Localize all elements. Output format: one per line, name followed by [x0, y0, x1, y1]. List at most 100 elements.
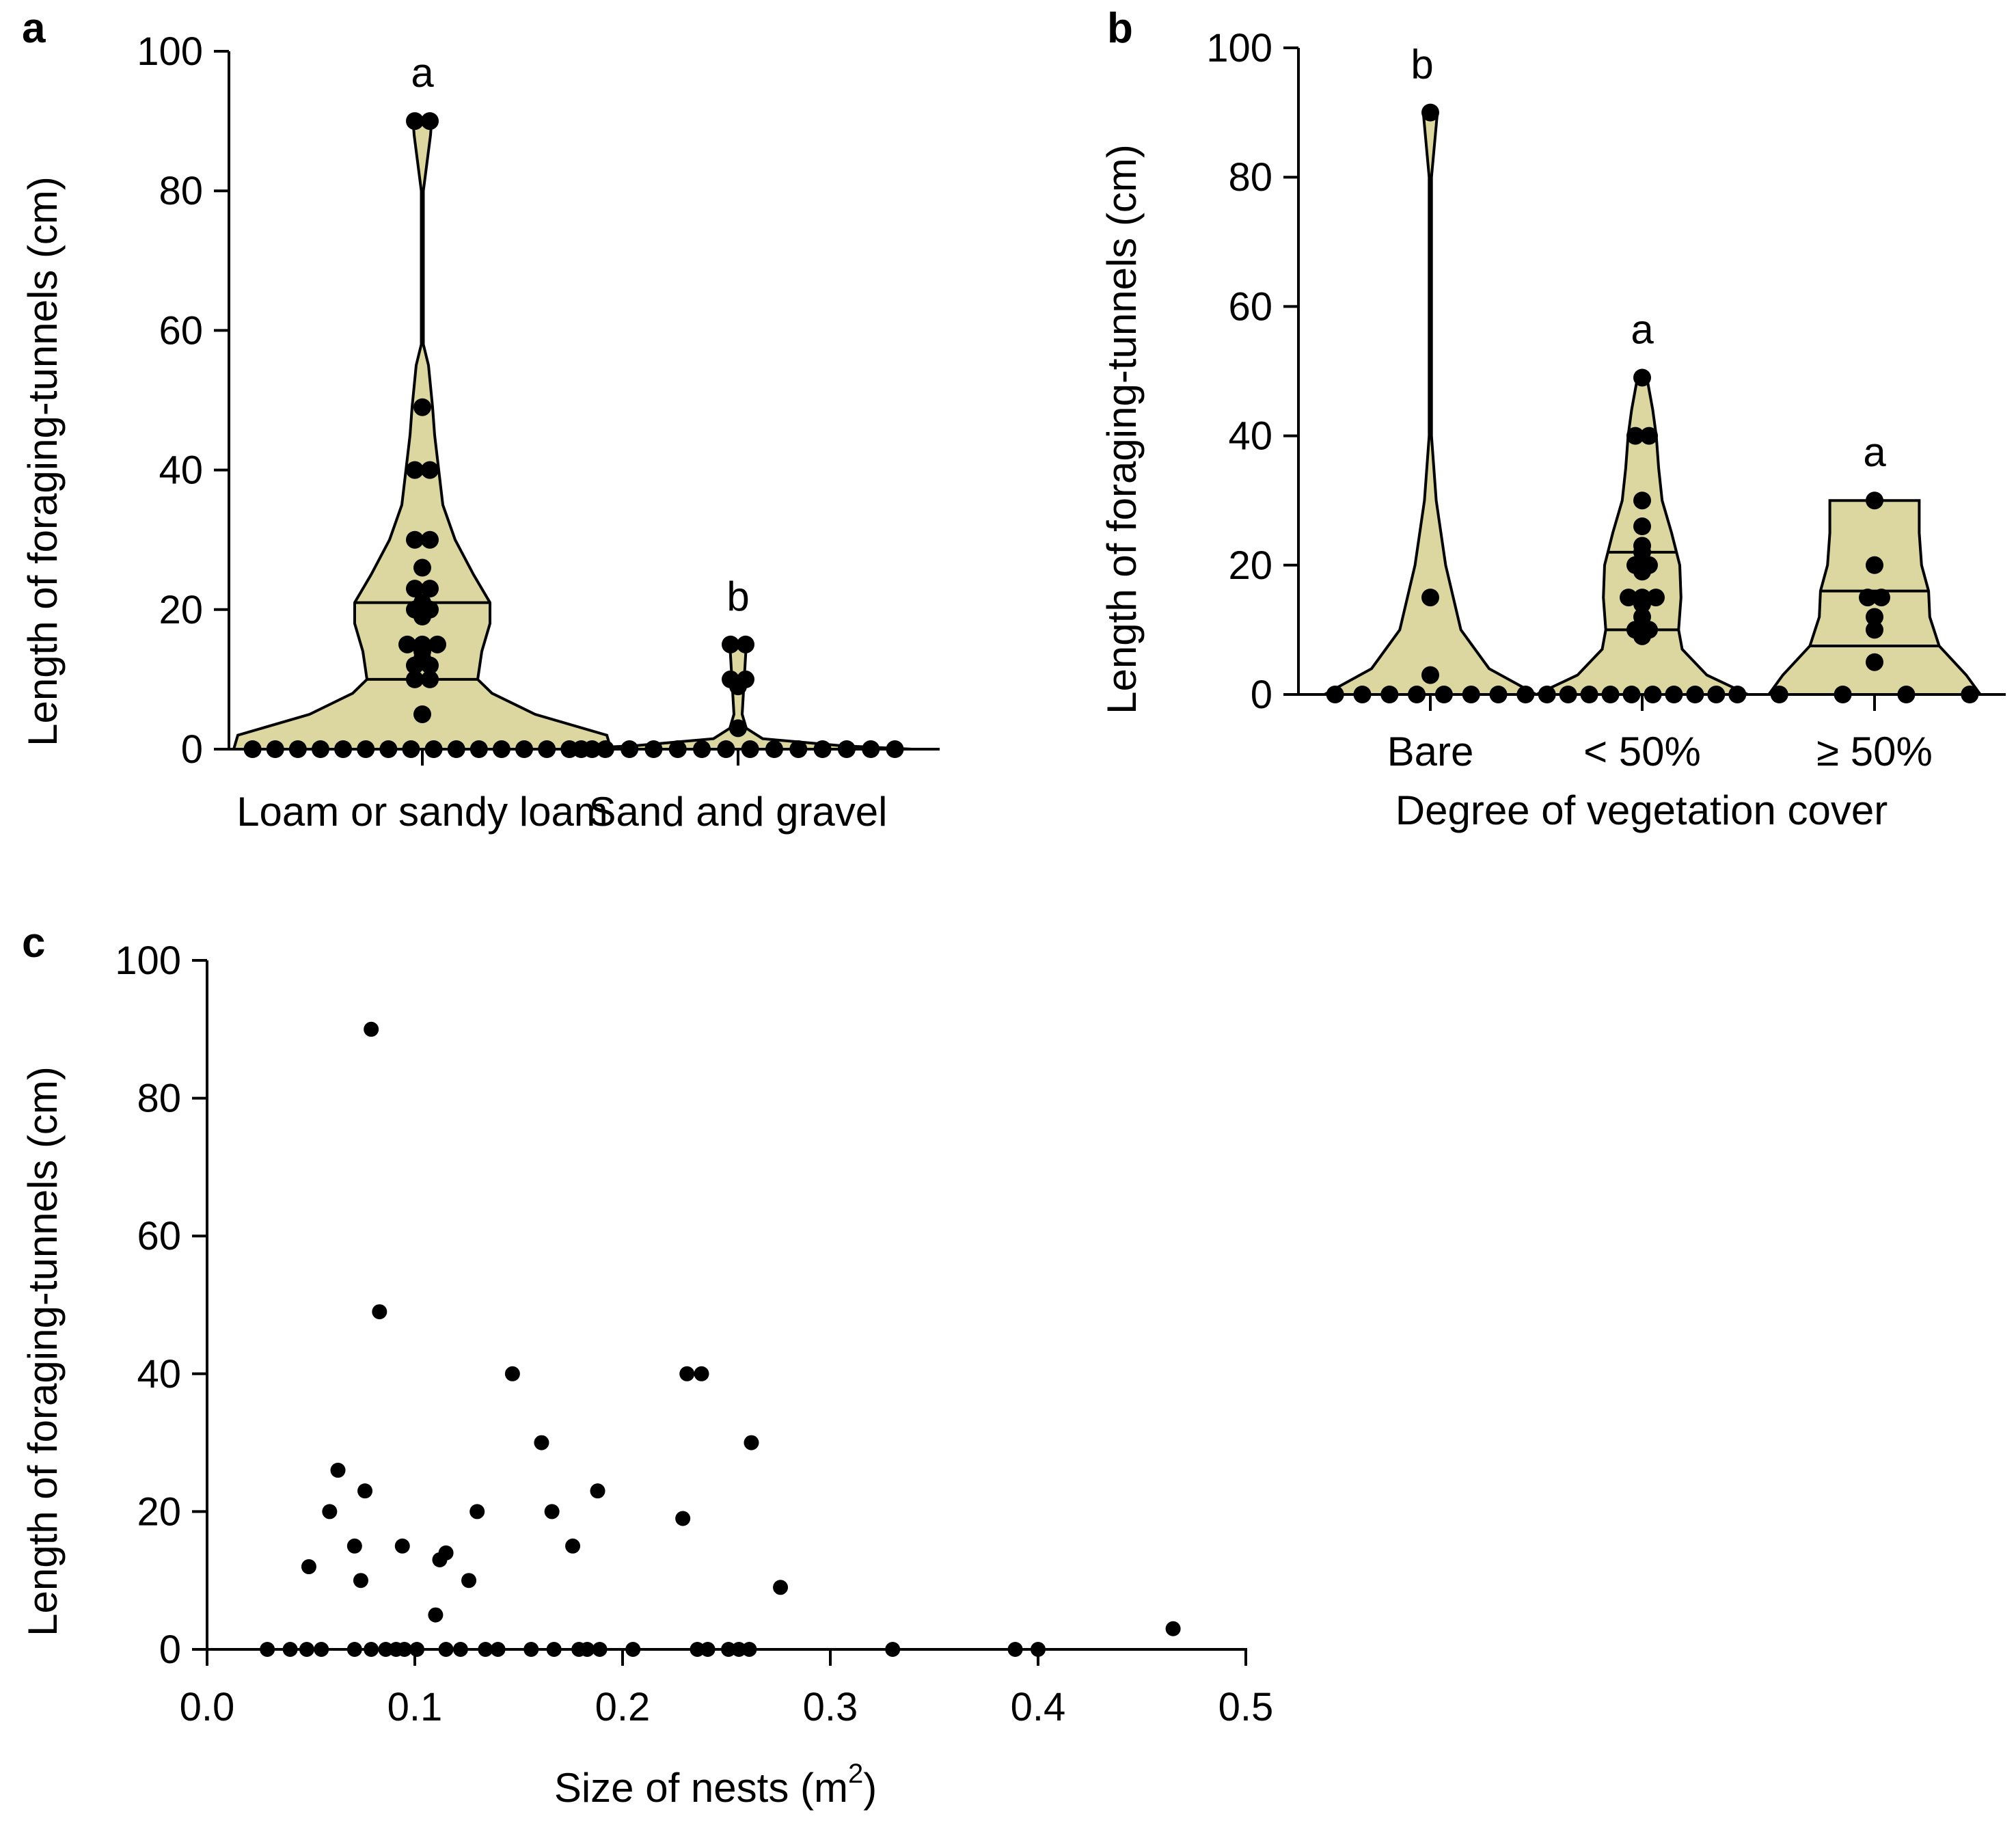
data-point	[413, 608, 431, 626]
violin-shape	[1536, 376, 1749, 696]
data-point	[565, 1538, 581, 1554]
data-point	[421, 530, 439, 549]
x-axis-title: Size of nests (m2)	[554, 1759, 877, 1811]
data-point	[1866, 621, 1883, 639]
data-point	[1031, 1642, 1046, 1657]
data-point	[409, 1642, 425, 1657]
data-point	[744, 1435, 759, 1450]
data-point	[773, 1580, 789, 1595]
data-point	[1633, 563, 1651, 581]
data-point	[729, 677, 747, 696]
data-point	[592, 1642, 608, 1657]
data-point	[301, 1559, 316, 1575]
y-tick-label: 80	[1228, 155, 1272, 200]
x-axis-title: Degree of vegetation cover	[1395, 787, 1888, 833]
significance-letter: b	[1411, 42, 1433, 87]
data-point	[490, 1642, 506, 1657]
data-point	[346, 1642, 362, 1657]
y-tick-label: 100	[137, 29, 203, 74]
data-point	[544, 1504, 560, 1520]
y-tick-label: 0	[181, 727, 203, 772]
data-point	[469, 1504, 485, 1520]
y-axis-title: Length of foraging-tunnels (cm)	[20, 1066, 66, 1636]
significance-letter: a	[1631, 306, 1654, 352]
data-point	[1633, 627, 1651, 645]
data-point	[590, 1483, 605, 1499]
data-point	[421, 670, 439, 688]
data-point	[1421, 589, 1439, 607]
data-point	[1866, 608, 1883, 626]
data-point	[737, 635, 754, 653]
data-point	[722, 635, 739, 653]
panel-b: b b a a 0 20 40 60 80 100 Bare < 50% ≥ 50% Length …	[1099, 5, 2006, 833]
data-point	[421, 580, 439, 598]
significance-letter: b	[726, 573, 749, 619]
x-ticks: 0.0 0.1 0.2 0.3 0.4 0.5	[180, 1649, 1274, 1729]
x-tick-label: 0.4	[1011, 1685, 1066, 1729]
data-point	[1633, 595, 1651, 613]
y-tick-label: 0	[1251, 673, 1272, 717]
data-point	[1866, 653, 1883, 671]
axes	[1297, 48, 2006, 696]
y-tick-label: 80	[159, 169, 203, 213]
y-axis-title: Length of foraging-tunnels (cm)	[20, 176, 66, 746]
data-point	[364, 1642, 379, 1657]
data-point	[741, 1642, 757, 1657]
data-point	[1633, 491, 1651, 510]
violin-plot-area: ab	[232, 50, 913, 758]
data-point	[421, 656, 439, 675]
y-tick-label: 80	[137, 1077, 181, 1121]
x-tick-label: 0.2	[595, 1685, 651, 1729]
data-point	[1866, 556, 1883, 574]
data-point	[406, 112, 424, 131]
data-point	[330, 1462, 346, 1478]
data-point	[314, 1642, 329, 1657]
data-point	[1859, 589, 1877, 607]
data-point	[1626, 427, 1644, 445]
data-point	[1872, 589, 1890, 607]
data-point	[679, 1366, 695, 1381]
data-point	[690, 1642, 705, 1657]
data-point	[1633, 517, 1651, 536]
scatter-points	[260, 1021, 1181, 1657]
data-point	[421, 112, 439, 131]
category-label: < 50%	[1583, 729, 1701, 774]
data-point	[1633, 368, 1651, 387]
y-ticks: 0 20 40 60 80 100	[115, 938, 207, 1672]
axes	[228, 51, 940, 751]
x-tick-label: 0.5	[1218, 1685, 1274, 1729]
y-tick-label: 100	[1206, 26, 1272, 70]
data-point	[1866, 491, 1883, 510]
data-point	[428, 1607, 444, 1623]
data-point	[406, 530, 424, 549]
y-axis-title: Length of foraging-tunnels (cm)	[1099, 144, 1145, 714]
data-point	[461, 1573, 477, 1589]
data-point	[1007, 1642, 1023, 1657]
data-point	[322, 1504, 338, 1520]
data-point	[534, 1435, 549, 1450]
data-point	[398, 635, 416, 653]
data-point	[546, 1642, 562, 1657]
violin-plot-area: b a a	[1324, 42, 1983, 703]
data-point	[282, 1642, 298, 1657]
data-point	[731, 1642, 747, 1657]
data-point	[299, 1642, 314, 1657]
data-point	[700, 1642, 716, 1657]
category-label: Sand and gravel	[589, 789, 888, 835]
category-label: ≥ 50%	[1816, 729, 1933, 774]
data-point	[396, 1642, 412, 1657]
data-point	[504, 1366, 520, 1381]
y-tick-label: 20	[1228, 543, 1272, 588]
y-tick-label: 60	[137, 1214, 181, 1258]
data-point	[432, 1552, 448, 1567]
y-tick-label: 20	[159, 588, 203, 632]
data-point	[406, 670, 424, 688]
y-ticks: 0 20 40 60 80 100 Bare < 50% ≥ 50%	[1206, 26, 1933, 774]
data-point	[438, 1642, 454, 1657]
x-tick-label: 0.3	[803, 1685, 858, 1729]
data-point	[523, 1642, 539, 1657]
panel-label-a: a	[22, 5, 46, 52]
